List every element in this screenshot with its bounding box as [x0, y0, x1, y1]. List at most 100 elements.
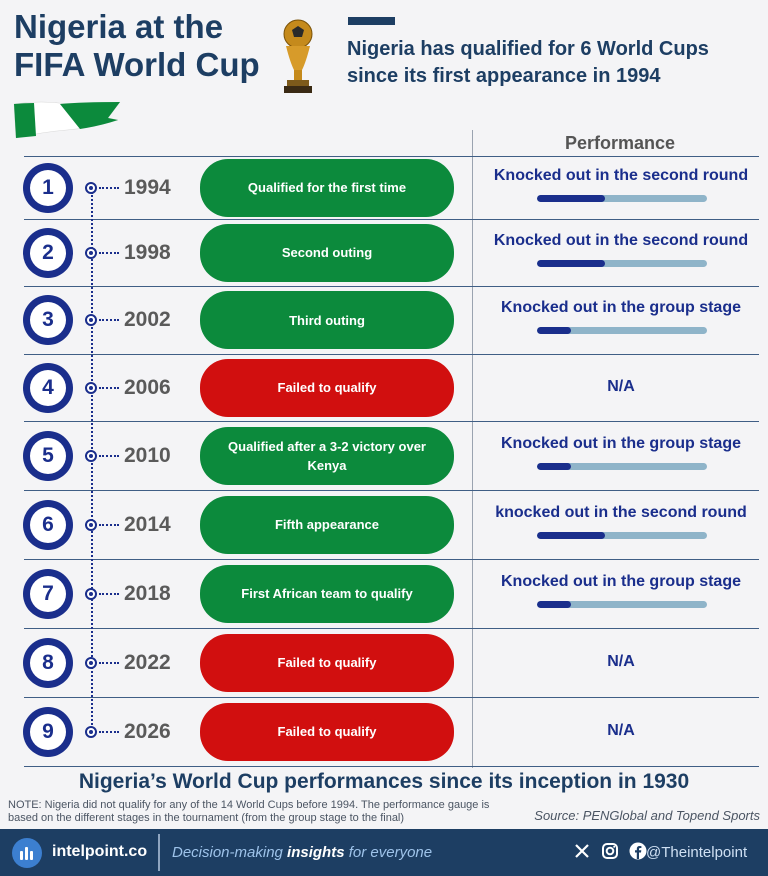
tagline: Decision-making insights for everyone [172, 844, 432, 861]
timeline-connector [99, 454, 119, 457]
performance-gauge [537, 531, 707, 539]
year-label: 1998 [124, 240, 171, 264]
year-label: 2002 [124, 308, 171, 331]
timeline-connector [99, 319, 119, 321]
row-number: 2 [30, 234, 66, 271]
timeline-dot [85, 181, 97, 194]
row-number: 3 [30, 302, 66, 338]
row-divider [24, 286, 759, 287]
timeline-connector [99, 186, 119, 189]
status-pill: Failed to qualify [200, 702, 454, 761]
row-divider [24, 354, 759, 355]
source-text: Source: PENGlobal and Topend Sports [534, 808, 760, 823]
performance-text: Knocked out in the group stage [500, 572, 741, 590]
x-icon[interactable] [572, 841, 592, 861]
performance-header: Performance [564, 133, 676, 153]
performance-gauge [537, 462, 707, 470]
status-pill: Third outing [200, 291, 454, 349]
timeline-dot [85, 587, 97, 600]
year-label: 2022 [124, 650, 171, 674]
timeline-connector [99, 523, 119, 526]
row-divider [24, 628, 759, 629]
year-label: 2026 [124, 719, 171, 743]
timeline-connector [99, 592, 119, 595]
timeline-dot [85, 725, 97, 738]
tagline-pre: Decision-making [172, 844, 288, 861]
row-divider [24, 766, 759, 767]
row-number-badge: 9 [23, 706, 73, 757]
instagram-icon[interactable] [600, 841, 620, 861]
performance-gauge [537, 259, 707, 267]
nigeria-flag-icon [13, 101, 121, 139]
timeline-dot [85, 246, 97, 259]
row-number: 9 [30, 713, 66, 750]
tagline-post: for everyone [344, 844, 433, 861]
row-number: 8 [30, 644, 66, 681]
performance-text: Knocked out in the group stage [500, 434, 741, 452]
brand-bar: intelpoint.co Decision-making insights f… [0, 829, 768, 876]
performance-gauge-fill [537, 531, 605, 539]
timeline-line [91, 192, 93, 732]
year-label: 2006 [124, 375, 171, 399]
page-title: Nigeria at the FIFA World Cup [14, 8, 260, 83]
performance-text: N/A [607, 377, 635, 395]
status-pill: Qualified for the first time [200, 158, 454, 217]
timeline-connector [99, 251, 119, 254]
performance-gauge-fill [537, 600, 571, 608]
status-pill: Qualified after a 3-2 victory over Kenya [200, 426, 454, 485]
row-divider [24, 490, 759, 491]
performance-text: N/A [607, 652, 635, 670]
row-number-badge: 6 [23, 499, 73, 550]
brand-logo-icon[interactable] [12, 838, 42, 868]
performance-gauge-fill [537, 194, 605, 202]
row-divider [24, 697, 759, 698]
performance-gauge [537, 194, 707, 202]
timeline-connector [99, 730, 119, 733]
row-number-badge: 7 [23, 568, 73, 619]
row-number-badge: 2 [23, 227, 73, 278]
tagline-bold: insights [287, 844, 345, 861]
year-label: 2014 [124, 512, 171, 536]
year-label: 1994 [124, 175, 171, 199]
brand-name[interactable]: intelpoint.co [52, 843, 148, 860]
timeline-dot [85, 656, 97, 669]
timeline-dot [85, 314, 97, 326]
performance-text: Knocked out in the second round [493, 166, 749, 184]
performance-gauge-fill [537, 327, 571, 334]
row-number: 5 [30, 437, 66, 474]
row-number-badge: 1 [23, 162, 73, 213]
performance-gauge-fill [537, 259, 605, 267]
social-icons [572, 841, 648, 861]
row-divider [24, 156, 759, 157]
status-pill: First African team to qualify [200, 564, 454, 623]
performance-gauge-fill [537, 462, 571, 470]
row-number: 6 [30, 506, 66, 543]
column-divider [472, 130, 473, 768]
timeline-dot [85, 381, 97, 394]
row-divider [24, 219, 759, 220]
page-subtitle: Nigeria has qualified for 6 World Cups s… [347, 38, 709, 87]
row-divider [24, 421, 759, 422]
status-pill: Second outing [200, 223, 454, 282]
accent-bar [348, 17, 395, 25]
brand-separator [158, 834, 160, 871]
year-label: 2018 [124, 581, 171, 605]
performance-text: knocked out in the second round [495, 503, 747, 521]
performance-gauge [537, 327, 707, 334]
year-label: 2010 [124, 443, 171, 467]
row-number: 7 [30, 575, 66, 612]
timeline-dot [85, 518, 97, 531]
row-number-badge: 5 [23, 430, 73, 481]
row-number-badge: 4 [23, 362, 73, 413]
footer-title: Nigeria’s World Cup performances since i… [78, 770, 690, 793]
status-pill: Failed to qualify [200, 633, 454, 692]
facebook-icon[interactable] [628, 841, 648, 861]
row-number-badge: 3 [23, 295, 73, 345]
row-divider [24, 559, 759, 560]
footnote: NOTE: Nigeria did not qualify for any of… [8, 799, 490, 824]
performance-gauge [537, 600, 707, 608]
social-handle[interactable]: @Theintelpoint [646, 844, 748, 861]
trophy-icon [283, 19, 313, 93]
timeline-connector [99, 386, 119, 389]
timeline-connector [99, 661, 119, 664]
